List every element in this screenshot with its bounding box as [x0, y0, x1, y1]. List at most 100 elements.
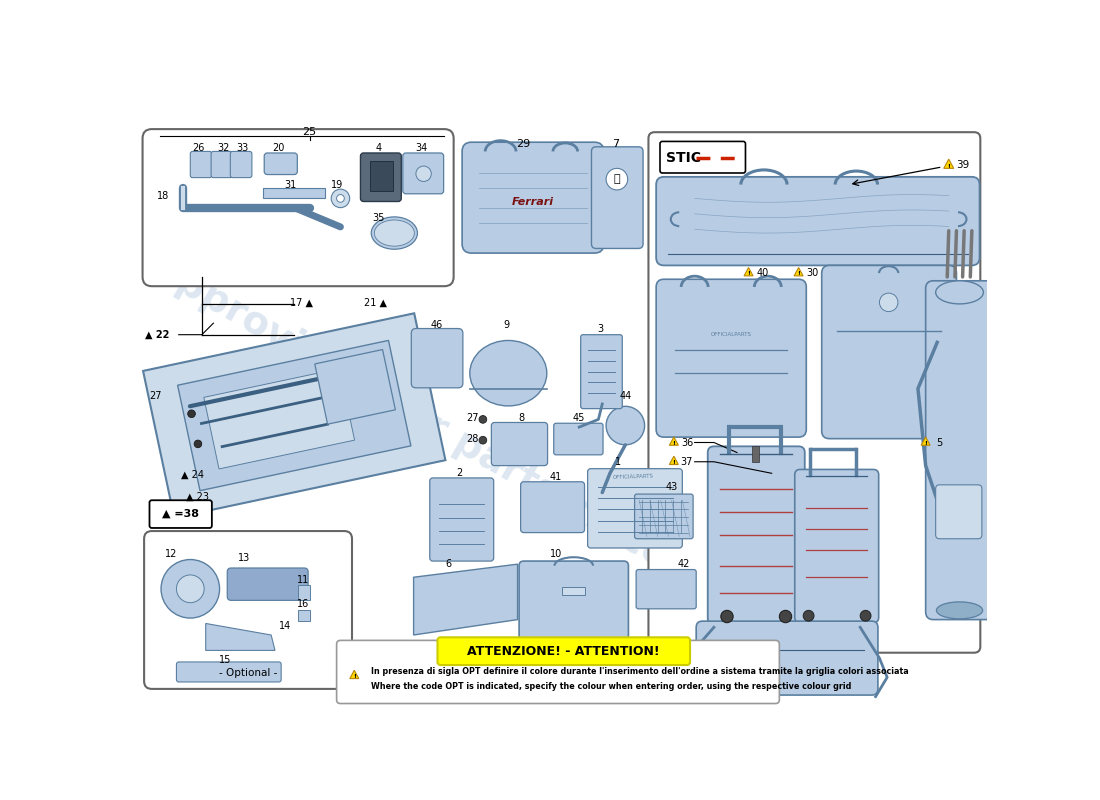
FancyBboxPatch shape: [520, 482, 584, 533]
Text: OFFICIALPARTS: OFFICIALPARTS: [711, 332, 751, 338]
Text: 12: 12: [165, 549, 177, 559]
Text: 14: 14: [279, 621, 292, 630]
FancyBboxPatch shape: [936, 485, 982, 538]
FancyBboxPatch shape: [794, 470, 879, 622]
Text: 6: 6: [446, 559, 451, 569]
Polygon shape: [921, 437, 931, 446]
Circle shape: [176, 575, 205, 602]
Text: ▲ 24: ▲ 24: [182, 470, 205, 480]
FancyBboxPatch shape: [822, 266, 957, 438]
Polygon shape: [670, 437, 679, 446]
Polygon shape: [414, 564, 517, 635]
Polygon shape: [794, 267, 803, 276]
Text: 21 ▲: 21 ▲: [364, 298, 386, 307]
FancyBboxPatch shape: [430, 478, 494, 561]
Text: 28: 28: [466, 434, 480, 444]
Text: !: !: [353, 674, 355, 679]
Text: 5: 5: [936, 438, 943, 447]
Ellipse shape: [372, 217, 418, 250]
Circle shape: [606, 168, 628, 190]
Ellipse shape: [470, 341, 547, 406]
FancyBboxPatch shape: [635, 494, 693, 538]
Text: OFFICIALPARTS: OFFICIALPARTS: [613, 474, 653, 480]
Text: 45: 45: [573, 413, 585, 423]
FancyBboxPatch shape: [553, 423, 603, 455]
Text: 43: 43: [666, 482, 678, 492]
Text: 15: 15: [219, 654, 231, 665]
FancyBboxPatch shape: [403, 153, 443, 194]
Circle shape: [860, 610, 871, 621]
FancyBboxPatch shape: [228, 568, 308, 600]
Text: - Optional -: - Optional -: [219, 669, 277, 678]
Text: 11: 11: [297, 574, 309, 585]
FancyBboxPatch shape: [411, 329, 463, 388]
Text: 41: 41: [550, 472, 562, 482]
Bar: [298, 585, 310, 600]
Polygon shape: [177, 341, 411, 490]
FancyBboxPatch shape: [190, 151, 212, 178]
Polygon shape: [315, 350, 395, 424]
Circle shape: [779, 610, 792, 622]
Text: 4: 4: [376, 143, 382, 154]
Text: In presenza di sigla OPT definire il colore durante l'inserimento dell'ordine a : In presenza di sigla OPT definire il col…: [372, 666, 909, 676]
Ellipse shape: [374, 220, 415, 246]
Polygon shape: [204, 369, 354, 469]
FancyBboxPatch shape: [230, 151, 252, 178]
Text: 36: 36: [681, 438, 693, 447]
Text: 33: 33: [236, 143, 249, 154]
Circle shape: [188, 410, 196, 418]
Circle shape: [880, 293, 898, 312]
Circle shape: [337, 194, 344, 202]
Text: !: !: [924, 441, 927, 446]
Text: ▲ =38: ▲ =38: [162, 509, 199, 519]
FancyBboxPatch shape: [581, 334, 623, 409]
Bar: [370, 162, 393, 190]
FancyBboxPatch shape: [660, 142, 746, 173]
FancyBboxPatch shape: [211, 151, 233, 178]
FancyBboxPatch shape: [462, 142, 604, 253]
Text: 25: 25: [302, 127, 317, 137]
Bar: [562, 587, 585, 595]
Circle shape: [331, 189, 350, 208]
Text: ▲ 23: ▲ 23: [187, 491, 209, 502]
Text: !: !: [672, 441, 675, 446]
Ellipse shape: [936, 281, 983, 304]
Text: STIC: STIC: [667, 150, 701, 165]
Circle shape: [606, 406, 645, 445]
Bar: [298, 610, 310, 621]
FancyBboxPatch shape: [361, 153, 402, 202]
FancyBboxPatch shape: [587, 469, 682, 548]
Text: ATTENZIONE! - ATTENTION!: ATTENZIONE! - ATTENTION!: [468, 645, 660, 658]
Text: 🐴: 🐴: [614, 174, 620, 184]
Text: 7: 7: [613, 138, 619, 149]
FancyBboxPatch shape: [438, 638, 690, 665]
Text: 16: 16: [297, 599, 309, 610]
FancyBboxPatch shape: [926, 281, 993, 619]
Polygon shape: [350, 670, 359, 678]
Text: 26: 26: [191, 143, 205, 154]
Text: approvision for parts since 1985: approvision for parts since 1985: [146, 249, 781, 636]
Text: Where the code OPT is indicated, specify the colour when entering order, using t: Where the code OPT is indicated, specify…: [372, 682, 851, 691]
Circle shape: [194, 440, 201, 448]
FancyBboxPatch shape: [143, 129, 453, 286]
Text: 20: 20: [273, 143, 285, 154]
FancyBboxPatch shape: [176, 662, 282, 682]
Text: 2: 2: [456, 468, 463, 478]
Text: 34: 34: [415, 143, 428, 154]
Text: 44: 44: [619, 391, 631, 402]
Text: 37: 37: [681, 457, 693, 466]
Text: 39: 39: [956, 160, 969, 170]
Text: 35: 35: [373, 213, 385, 222]
Text: 31: 31: [284, 179, 297, 190]
Text: 40: 40: [757, 268, 769, 278]
Circle shape: [480, 436, 487, 444]
FancyBboxPatch shape: [492, 422, 548, 466]
FancyBboxPatch shape: [519, 561, 628, 640]
Text: 27: 27: [150, 391, 162, 402]
Circle shape: [416, 166, 431, 182]
Polygon shape: [143, 314, 446, 518]
Text: 10: 10: [550, 549, 562, 559]
Text: 3: 3: [597, 323, 604, 334]
FancyBboxPatch shape: [636, 570, 696, 609]
Text: !: !: [947, 163, 950, 169]
